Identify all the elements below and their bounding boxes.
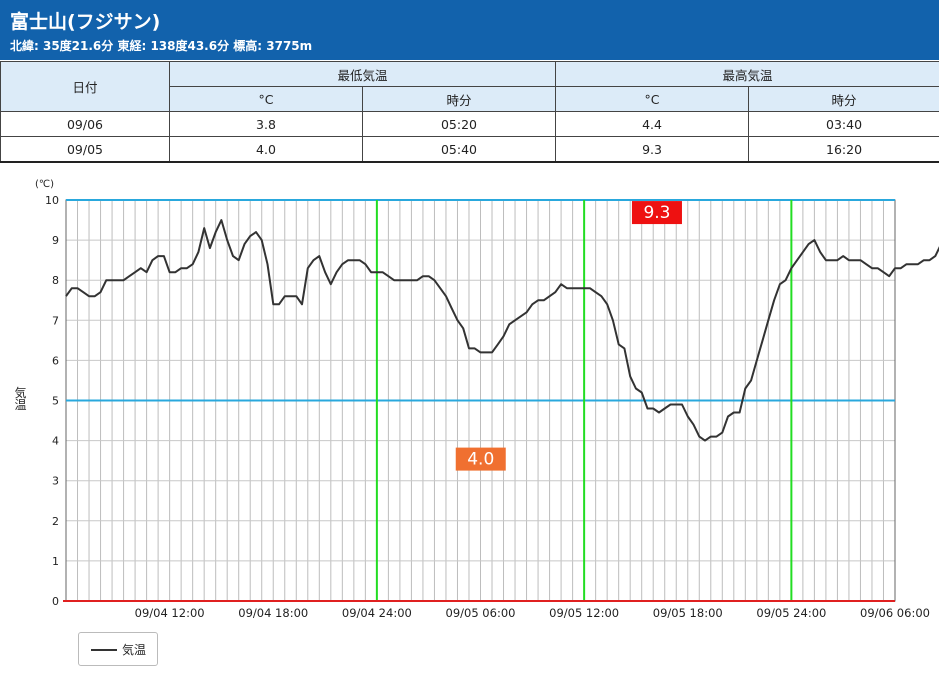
- row-min-time: 05:40: [361, 136, 557, 163]
- x-tick-label: 09/04 12:00: [135, 606, 205, 620]
- y-tick-label: 8: [52, 274, 59, 287]
- table-row: 09/06 3.8 05:20 4.4 03:40: [0, 111, 939, 137]
- legend-label: 気温: [122, 643, 147, 657]
- temperature-summary-table: 日付 最低気温 最高気温 °C 時分 °C 時分 09/06 3.8 05:20…: [0, 61, 939, 163]
- min-time-header: 時分: [361, 86, 557, 112]
- y-tick-label: 0: [52, 595, 59, 608]
- max-unit-header: °C: [555, 86, 750, 112]
- y-tick-label: 10: [45, 194, 59, 207]
- station-coordinates: 北緯: 35度21.6分 東経: 138度43.6分 標高: 3775m: [10, 39, 313, 53]
- row-max-time: 16:20: [748, 136, 939, 163]
- chart-legend[interactable]: 気温: [78, 632, 158, 666]
- min-value-label: 4.0: [467, 450, 494, 470]
- x-tick-label: 09/04 18:00: [238, 606, 308, 620]
- station-title: 富士山(フジサン): [10, 11, 161, 33]
- max-time-header: 時分: [748, 86, 939, 112]
- row-min-temp: 3.8: [169, 111, 363, 137]
- y-tick-label: 9: [52, 234, 59, 247]
- min-value-label-box: [455, 447, 506, 471]
- row-min-temp: 4.0: [169, 136, 363, 163]
- x-tick-label: 09/05 06:00: [446, 606, 516, 620]
- row-max-temp: 9.3: [555, 136, 750, 163]
- row-min-time: 05:20: [361, 111, 557, 137]
- temperature-chart: 0 1 2 3 4 5 6 7 8 9 10 (℃) 気温 09/04 12:00 09/04 18:00 0…: [13, 179, 939, 620]
- row-date: 09/06: [0, 111, 170, 137]
- row-date: 09/05: [0, 136, 170, 163]
- station-header: 富士山(フジサン) 北緯: 35度21.6分 東経: 138度43.6分 標高:…: [0, 0, 939, 60]
- date-column-header: 日付: [0, 61, 170, 112]
- row-max-time: 03:40: [748, 111, 939, 137]
- y-tick-label: 2: [52, 515, 59, 528]
- x-tick-label: 09/06 06:00: [860, 606, 930, 620]
- x-tick-label: 09/05 12:00: [549, 606, 619, 620]
- table-row: 09/05 4.0 05:40 9.3 16:20: [0, 136, 939, 163]
- row-max-temp: 4.4: [555, 111, 750, 137]
- y-tick-label: 6: [52, 354, 59, 367]
- y-tick-label: 4: [52, 435, 59, 448]
- y-tick-label: 5: [52, 395, 59, 408]
- x-tick-label: 09/05 24:00: [756, 606, 826, 620]
- x-tick-label: 09/05 18:00: [653, 606, 723, 620]
- y-tick-label: 3: [52, 475, 59, 488]
- max-value-label: 9.3: [643, 203, 670, 223]
- y-axis-label: 気温: [13, 385, 27, 410]
- x-tick-label: 09/04 24:00: [342, 606, 412, 620]
- y-axis-unit: (℃): [35, 179, 54, 190]
- temperature-series-line: [65, 219, 939, 442]
- min-temp-column-header: 最低気温: [168, 61, 557, 87]
- y-tick-label: 7: [52, 314, 59, 327]
- max-temp-column-header: 最高気温: [555, 61, 939, 87]
- max-value-label-box: [631, 201, 682, 225]
- y-tick-label: 1: [52, 555, 59, 568]
- legend-line-swatch: [91, 649, 117, 651]
- min-unit-header: °C: [169, 86, 363, 112]
